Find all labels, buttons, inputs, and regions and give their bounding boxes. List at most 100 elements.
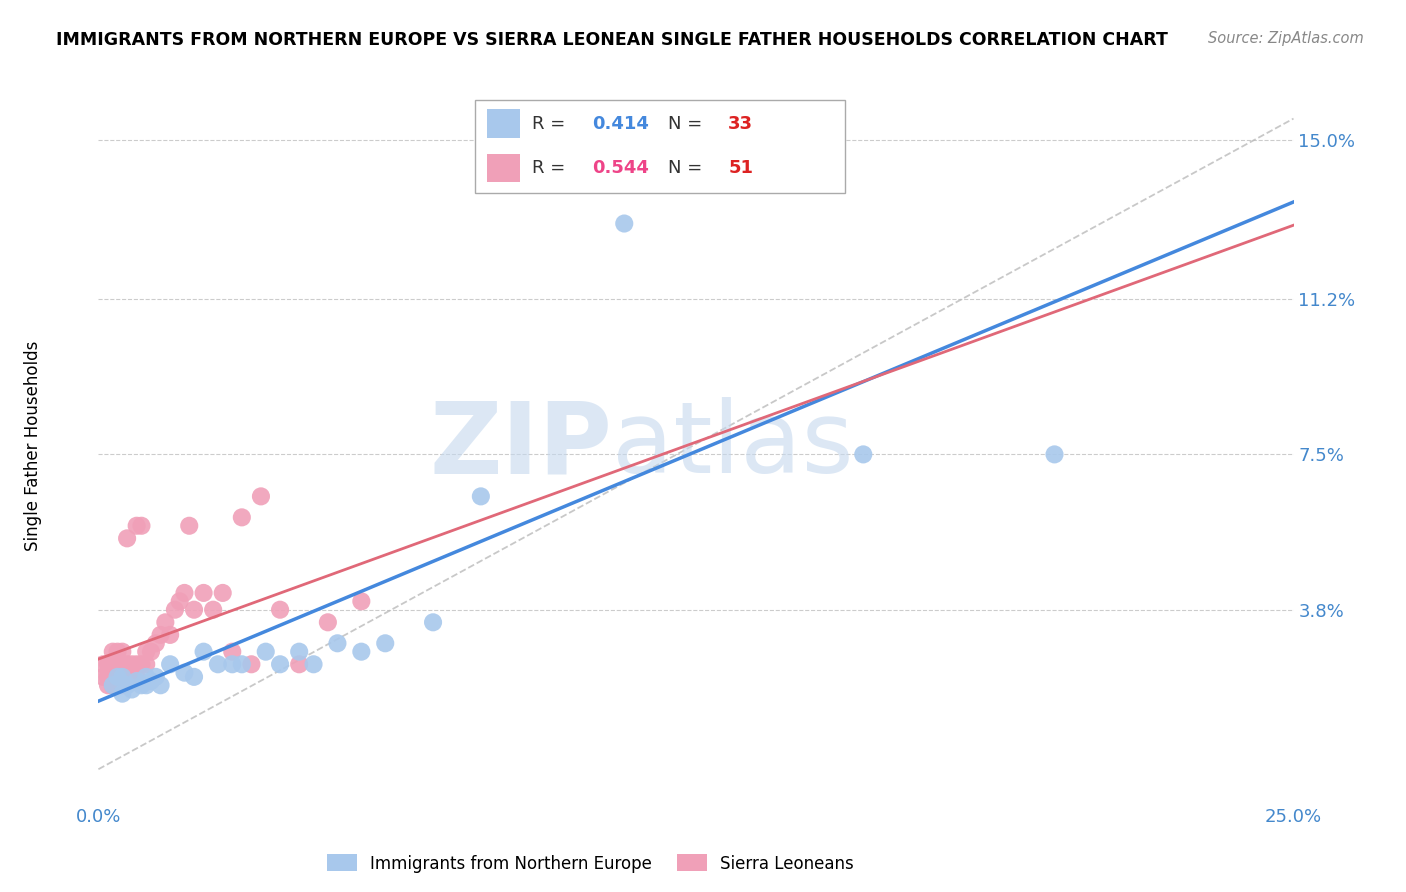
Point <box>374 636 396 650</box>
Point <box>101 678 124 692</box>
Point <box>173 665 195 680</box>
Point <box>183 603 205 617</box>
Point <box>101 657 124 672</box>
Point <box>159 657 181 672</box>
Point <box>326 636 349 650</box>
Point <box>149 628 172 642</box>
FancyBboxPatch shape <box>486 109 520 137</box>
Point <box>422 615 444 630</box>
Point <box>173 586 195 600</box>
Text: Source: ZipAtlas.com: Source: ZipAtlas.com <box>1208 31 1364 46</box>
FancyBboxPatch shape <box>486 153 520 182</box>
Point <box>101 678 124 692</box>
Point <box>125 657 148 672</box>
Point <box>145 636 167 650</box>
Point <box>131 518 153 533</box>
Point <box>125 674 148 689</box>
Point <box>231 510 253 524</box>
Point <box>111 687 134 701</box>
Text: atlas: atlas <box>613 398 853 494</box>
Point <box>131 657 153 672</box>
Point <box>155 615 177 630</box>
Text: N =: N = <box>668 114 709 133</box>
Point <box>163 603 186 617</box>
Point <box>97 657 120 672</box>
Text: Single Father Households: Single Father Households <box>24 341 42 551</box>
Point <box>231 657 253 672</box>
Point <box>541 175 564 189</box>
Point <box>107 678 129 692</box>
Point <box>115 532 138 546</box>
Text: R =: R = <box>533 159 571 177</box>
Point <box>159 628 181 642</box>
Point <box>121 670 143 684</box>
Point <box>111 645 134 659</box>
Point <box>139 645 162 659</box>
Text: 51: 51 <box>728 159 754 177</box>
Text: ZIP: ZIP <box>429 398 613 494</box>
Text: 0.544: 0.544 <box>592 159 650 177</box>
Text: N =: N = <box>668 159 709 177</box>
Point <box>111 670 134 684</box>
FancyBboxPatch shape <box>475 100 845 193</box>
Point <box>135 670 157 684</box>
Point <box>211 586 233 600</box>
Point <box>288 645 311 659</box>
Point <box>145 670 167 684</box>
Point <box>221 657 243 672</box>
Point <box>101 670 124 684</box>
Point <box>91 670 114 684</box>
Point <box>183 670 205 684</box>
Point <box>269 603 291 617</box>
Point <box>115 678 138 692</box>
Text: R =: R = <box>533 114 571 133</box>
Point <box>91 657 114 672</box>
Point <box>139 674 162 689</box>
Point <box>115 657 138 672</box>
Point <box>135 657 157 672</box>
Point <box>121 682 143 697</box>
Point <box>131 678 153 692</box>
Point <box>302 657 325 672</box>
Point <box>202 603 225 617</box>
Point <box>111 670 134 684</box>
Point <box>350 645 373 659</box>
Point <box>193 645 215 659</box>
Point <box>852 447 875 461</box>
Point <box>125 670 148 684</box>
Point <box>97 678 120 692</box>
Point <box>169 594 191 608</box>
Point <box>111 657 134 672</box>
Point <box>207 657 229 672</box>
Point <box>613 217 636 231</box>
Point <box>125 518 148 533</box>
Point <box>115 670 138 684</box>
Point <box>316 615 339 630</box>
Point <box>269 657 291 672</box>
Point <box>97 670 120 684</box>
Point <box>149 678 172 692</box>
Point <box>101 645 124 659</box>
Point <box>107 645 129 659</box>
Text: 33: 33 <box>728 114 754 133</box>
Point <box>107 657 129 672</box>
Text: 0.414: 0.414 <box>592 114 650 133</box>
Point <box>288 657 311 672</box>
Point <box>121 657 143 672</box>
Point <box>111 678 134 692</box>
Point <box>350 594 373 608</box>
Point <box>107 670 129 684</box>
Point <box>254 645 277 659</box>
Point <box>193 586 215 600</box>
Point <box>1043 447 1066 461</box>
Point <box>221 645 243 659</box>
Point <box>470 489 492 503</box>
Point <box>250 489 273 503</box>
Text: IMMIGRANTS FROM NORTHERN EUROPE VS SIERRA LEONEAN SINGLE FATHER HOUSEHOLDS CORRE: IMMIGRANTS FROM NORTHERN EUROPE VS SIERR… <box>56 31 1168 49</box>
Point <box>179 518 201 533</box>
Point <box>240 657 263 672</box>
Point <box>135 678 157 692</box>
Point <box>107 670 129 684</box>
Legend: Immigrants from Northern Europe, Sierra Leoneans: Immigrants from Northern Europe, Sierra … <box>321 847 860 880</box>
Point <box>97 670 120 684</box>
